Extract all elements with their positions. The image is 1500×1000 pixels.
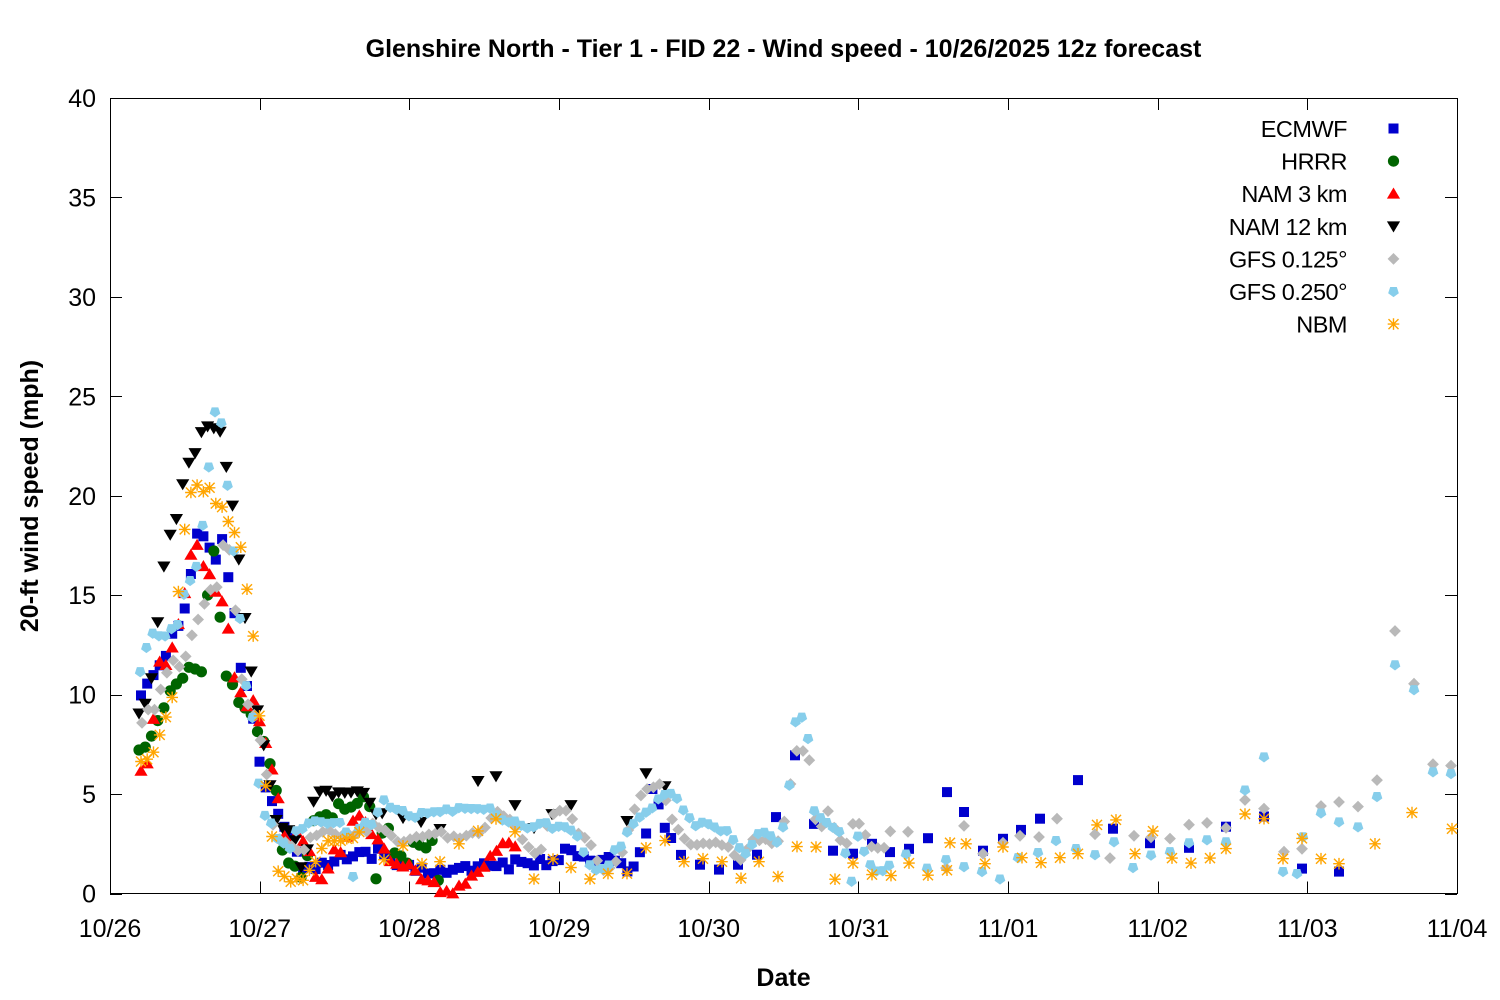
svg-text:25: 25 bbox=[68, 383, 96, 411]
svg-text:10: 10 bbox=[68, 682, 96, 710]
svg-text:NAM 3 km: NAM 3 km bbox=[1241, 181, 1347, 207]
svg-text:Glenshire North - Tier 1 - FID: Glenshire North - Tier 1 - FID 22 - Wind… bbox=[366, 35, 1202, 63]
svg-text:10/27: 10/27 bbox=[228, 915, 291, 943]
svg-text:20-ft wind speed (mph): 20-ft wind speed (mph) bbox=[16, 360, 44, 632]
svg-text:NBM: NBM bbox=[1296, 312, 1347, 338]
svg-text:HRRR: HRRR bbox=[1281, 149, 1347, 175]
svg-text:15: 15 bbox=[68, 582, 96, 610]
svg-text:10/26: 10/26 bbox=[79, 915, 142, 943]
svg-text:5: 5 bbox=[82, 781, 96, 809]
svg-text:11/04: 11/04 bbox=[1427, 915, 1488, 943]
svg-text:11/02: 11/02 bbox=[1127, 915, 1188, 943]
svg-text:ECMWF: ECMWF bbox=[1261, 116, 1347, 142]
svg-text:10/31: 10/31 bbox=[827, 915, 890, 943]
svg-text:11/01: 11/01 bbox=[978, 915, 1039, 943]
svg-text:10/28: 10/28 bbox=[378, 915, 441, 943]
svg-text:40: 40 bbox=[68, 85, 96, 113]
svg-text:0: 0 bbox=[82, 881, 96, 909]
svg-text:35: 35 bbox=[68, 184, 96, 212]
svg-text:Date: Date bbox=[756, 964, 810, 992]
svg-text:GFS 0.250°: GFS 0.250° bbox=[1229, 279, 1347, 305]
svg-text:20: 20 bbox=[68, 483, 96, 511]
svg-text:10/29: 10/29 bbox=[528, 915, 591, 943]
svg-text:GFS 0.125°: GFS 0.125° bbox=[1229, 246, 1347, 272]
svg-text:10/30: 10/30 bbox=[677, 915, 740, 943]
svg-text:11/03: 11/03 bbox=[1277, 915, 1338, 943]
svg-text:30: 30 bbox=[68, 284, 96, 312]
svg-text:NAM 12 km: NAM 12 km bbox=[1229, 214, 1347, 240]
